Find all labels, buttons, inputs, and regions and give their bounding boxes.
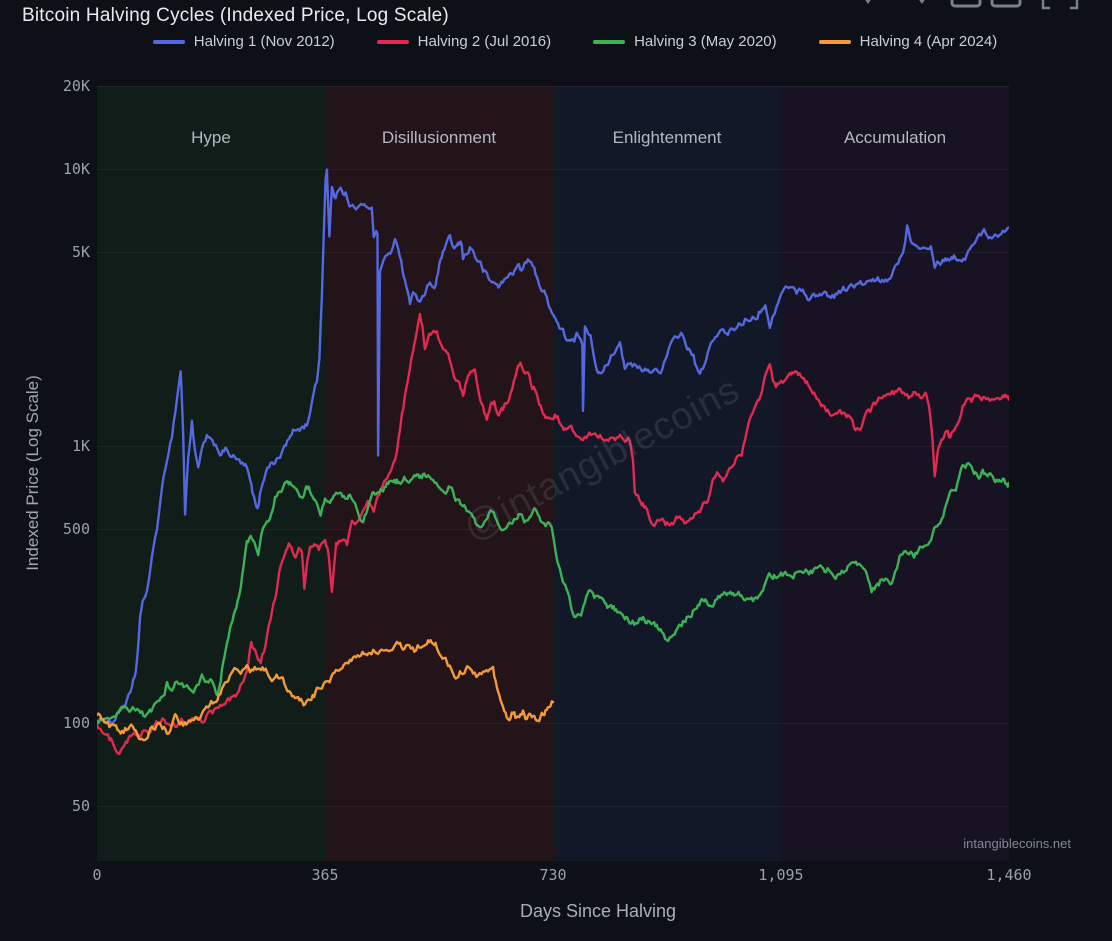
x-tick-label-0: 0 bbox=[92, 866, 102, 884]
y-tick-label-500: 500 bbox=[62, 520, 90, 539]
gridline-5k bbox=[97, 252, 1009, 254]
toolbar bbox=[848, 0, 1098, 14]
panel-icon[interactable] bbox=[990, 0, 1024, 15]
y-tick-label-1k: 1K bbox=[71, 437, 90, 455]
site-credit: intangiblecoins.net bbox=[963, 836, 1071, 851]
gridline-10k bbox=[97, 169, 1009, 170]
legend-label: Halving 4 (Apr 2024) bbox=[859, 33, 998, 50]
plot-area: Accumulation Enlightenment Disillusionment… bbox=[97, 85, 1009, 861]
phase-label-enlightenment: Enlightenment bbox=[612, 128, 722, 147]
legend-item-halving-3-may-2020[interactable]: Halving 3 (May 2020) bbox=[593, 33, 777, 50]
gridline-1k bbox=[97, 446, 1009, 447]
x-tick-label-730: 730 bbox=[539, 866, 567, 884]
phase-band-enlightenment: Enlightenment bbox=[553, 86, 781, 861]
legend-item-halving-2-jul-2016[interactable]: Halving 2 (Jul 2016) bbox=[376, 33, 552, 50]
legend-label: Halving 3 (May 2020) bbox=[634, 33, 777, 50]
x-tick-label-365: 365 bbox=[311, 866, 339, 884]
phase-label-disillusionment: Disillusionment bbox=[381, 128, 497, 147]
series-line-halving-2-jul-2016 bbox=[97, 312, 1009, 756]
legend: Halving 1 (Nov 2012) Halving 2 (Jul 2016)… bbox=[0, 33, 1112, 50]
series-lines-canvas bbox=[97, 168, 1009, 756]
x-tick-label-1-460: 1,460 bbox=[986, 866, 1032, 884]
gridline-20k bbox=[97, 85, 1009, 87]
x-axis-title: Days Since Halving bbox=[519, 901, 677, 921]
y-tick-label-5k: 5K bbox=[71, 243, 90, 262]
y-axis-title: Indexed Price (Log Scale) bbox=[23, 375, 42, 571]
legend-swatch bbox=[152, 39, 185, 44]
legend-swatch bbox=[818, 39, 851, 44]
page-title: Bitcoin Halving Cycles (Indexed Price, L… bbox=[22, 5, 449, 26]
chevron-down-icon[interactable] bbox=[910, 0, 934, 14]
panel-icon[interactable] bbox=[950, 0, 984, 15]
legend-label: Halving 2 (Jul 2016) bbox=[417, 33, 552, 50]
phase-label-hype: Hype bbox=[191, 128, 231, 147]
y-tick-label-20k: 20K bbox=[62, 76, 90, 95]
legend-label: Halving 1 (Nov 2012) bbox=[193, 33, 335, 50]
gridline-50 bbox=[97, 806, 1009, 808]
y-tick-label-10k: 10K bbox=[62, 160, 90, 178]
y-tick-label-50: 50 bbox=[71, 797, 90, 816]
phase-band-accumulation: Accumulation bbox=[781, 86, 1009, 861]
series-line-halving-1-nov-2012 bbox=[97, 168, 1009, 727]
phase-band-disillusionment: Disillusionment bbox=[325, 86, 553, 861]
legend-swatch bbox=[376, 39, 409, 44]
frame-brackets-icon[interactable] bbox=[1040, 0, 1080, 16]
series-line-halving-4-apr-2024 bbox=[97, 638, 555, 742]
chevron-down-icon[interactable] bbox=[856, 0, 880, 14]
phase-label-accumulation: Accumulation bbox=[843, 128, 947, 147]
gridline-100 bbox=[97, 723, 1009, 724]
x-tick-label-1-095: 1,095 bbox=[758, 866, 804, 884]
legend-item-halving-4-apr-2024[interactable]: Halving 4 (Apr 2024) bbox=[818, 33, 998, 50]
series-line-halving-3-may-2020 bbox=[97, 461, 1009, 725]
legend-swatch bbox=[593, 39, 626, 44]
legend-item-halving-1-nov-2012[interactable]: Halving 1 (Nov 2012) bbox=[152, 33, 335, 50]
y-tick-label-100: 100 bbox=[62, 714, 90, 732]
